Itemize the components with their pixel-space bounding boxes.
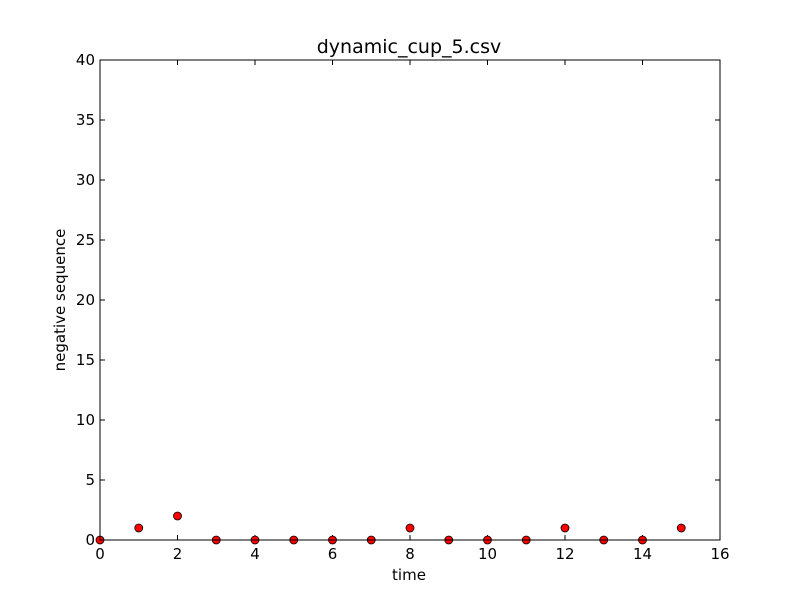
y-tick-label: 25 [76,231,95,249]
x-tick-label: 6 [328,545,338,563]
y-tick-label: 30 [76,171,95,189]
y-tick-label: 15 [76,351,95,369]
y-tick-label: 35 [76,111,95,129]
y-tick-label: 40 [76,51,95,69]
y-tick-label: 0 [85,531,95,549]
chart-marks: 0 2 4 6 8 10 12 14 16 0 5 10 15 20 25 30 35 40 [76,51,730,563]
data-point [134,523,144,533]
data-point [405,523,415,533]
y-tick-label: 20 [76,291,95,309]
x-tick-label: 16 [710,545,729,563]
y-tick-label: 10 [76,411,95,429]
x-tick-label: 2 [173,545,183,563]
y-axis-label: negative sequence [51,229,69,372]
data-point [560,523,570,533]
x-tick-label: 8 [405,545,415,563]
x-tick-label: 0 [95,545,105,563]
x-tick-label: 10 [478,545,497,563]
chart-title: dynamic_cup_5.csv [317,36,502,58]
data-point [173,511,182,521]
x-axis-label: time [392,566,426,584]
x-tick-label: 14 [633,545,652,563]
y-tick-label: 5 [85,471,95,489]
x-tick-label: 12 [555,545,574,563]
plot-frame [99,59,721,541]
x-tick-label: 4 [250,545,260,563]
data-point [676,523,686,533]
